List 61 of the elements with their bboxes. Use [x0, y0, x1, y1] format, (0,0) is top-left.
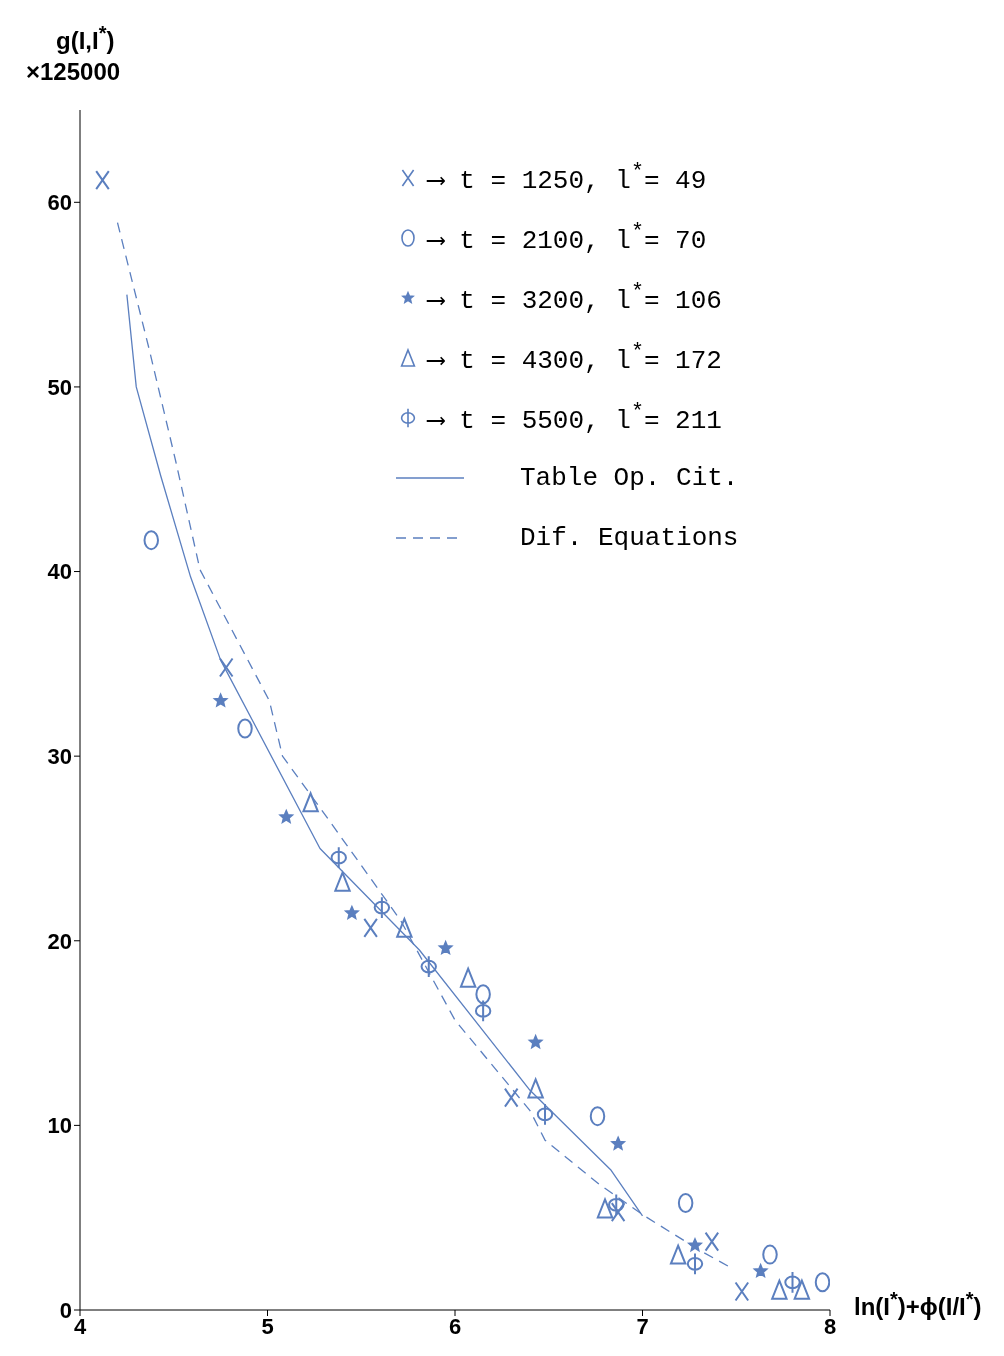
x-tick-label: 5 — [261, 1313, 274, 1339]
point — [589, 1106, 606, 1127]
point — [734, 1281, 750, 1302]
point — [95, 170, 110, 191]
point — [814, 1272, 830, 1293]
point — [536, 1102, 554, 1126]
point — [218, 657, 234, 678]
legend-label: Table Op. Cit. — [520, 463, 739, 493]
x-tick-label: 7 — [636, 1313, 649, 1339]
point — [754, 1264, 768, 1277]
point — [527, 1078, 544, 1099]
point — [474, 999, 492, 1023]
y-tick-label: 30 — [47, 743, 72, 769]
point — [677, 1192, 694, 1213]
point — [237, 718, 253, 739]
point — [373, 896, 391, 919]
legend-label: Dif. Equations — [520, 523, 739, 553]
legend-label: ⟶ t = 2100, l$^{*}$= 70 — [428, 220, 707, 256]
point — [330, 846, 347, 870]
point — [771, 1279, 788, 1300]
point — [439, 941, 453, 954]
x-tick-label: 6 — [448, 1313, 462, 1339]
point — [459, 967, 477, 988]
point — [363, 917, 378, 938]
point — [529, 1035, 543, 1049]
point — [784, 1270, 801, 1294]
legend-label: ⟶ t = 1250, l$^{*}$= 49 — [428, 160, 707, 196]
point — [503, 1087, 519, 1108]
text: ×125000 — [26, 58, 121, 85]
x-tick-label: 8 — [823, 1313, 837, 1339]
x-tick-label: 4 — [73, 1313, 87, 1339]
point — [345, 906, 359, 919]
y-tick-label: 0 — [59, 1297, 72, 1323]
y-tick-label: 40 — [47, 559, 72, 585]
point — [688, 1238, 702, 1252]
point — [611, 1137, 625, 1150]
point — [420, 955, 437, 978]
point — [762, 1244, 778, 1265]
point — [669, 1244, 687, 1265]
legend-label: ⟶ t = 3200, l$^{*}$= 106 — [428, 280, 722, 316]
y-tick-label: 60 — [47, 190, 72, 216]
point — [596, 1198, 614, 1219]
point — [334, 871, 351, 892]
point — [279, 810, 293, 823]
point — [704, 1231, 720, 1252]
legend-label: ⟶ t = 4300, l$^{*}$= 172 — [428, 340, 722, 376]
x-axis-title: ln(I$^{*}$)+ϕ(I/I$^{*}$) — [854, 1288, 982, 1320]
y-tick-label: 20 — [47, 928, 72, 954]
point — [686, 1252, 704, 1276]
y-axis-title: g(I,I$^{*}$) — [56, 22, 115, 54]
legend-label: ⟶ t = 5500, l$^{*}$= 211 — [428, 400, 722, 436]
point — [475, 984, 491, 1005]
y-tick-label: 50 — [47, 374, 72, 400]
point — [608, 1193, 625, 1217]
point — [793, 1279, 811, 1300]
point — [610, 1202, 626, 1223]
point — [302, 792, 319, 813]
point — [143, 530, 159, 551]
point — [214, 693, 228, 707]
y-tick-label: 10 — [47, 1113, 72, 1139]
point — [396, 917, 413, 938]
